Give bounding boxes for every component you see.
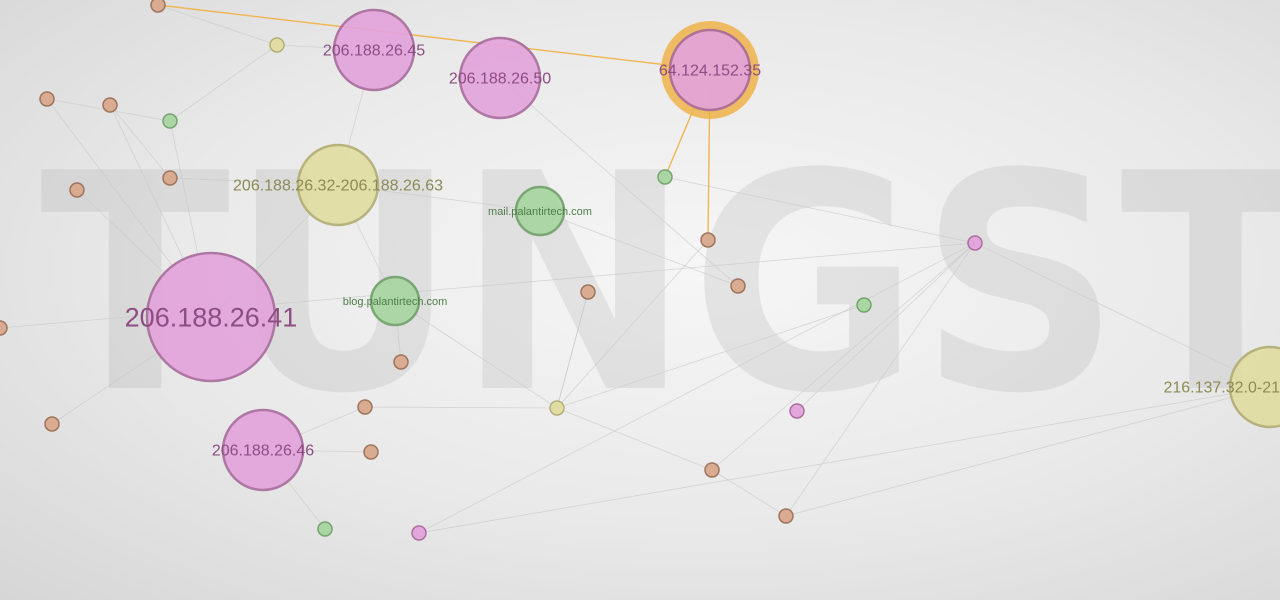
graph-node-small[interactable] — [357, 399, 373, 415]
graph-edge — [556, 407, 713, 471]
node-label: 216.137.32.0-21 — [1163, 380, 1280, 397]
graph-edge — [169, 44, 278, 122]
node-circle[interactable] — [730, 278, 746, 294]
node-circle[interactable] — [549, 400, 565, 416]
graph-node-small[interactable] — [0, 320, 8, 336]
node-circle[interactable] — [332, 8, 416, 92]
node-circle[interactable] — [393, 354, 409, 370]
node-circle[interactable] — [162, 170, 178, 186]
graph-node[interactable]: blog.palantirtech.com — [343, 275, 448, 327]
graph-node-small[interactable] — [967, 235, 983, 251]
graph-node-small[interactable] — [700, 232, 716, 248]
node-circle[interactable] — [317, 521, 333, 537]
graph-edge — [418, 242, 976, 534]
graph-node-small[interactable] — [162, 170, 178, 186]
graph-node-small[interactable] — [778, 508, 794, 524]
graph-node[interactable]: 64.124.152.35 — [659, 21, 761, 119]
graph-edge — [785, 242, 976, 517]
node-circle[interactable] — [150, 0, 166, 13]
graph-node-small[interactable] — [69, 182, 85, 198]
node-circle[interactable] — [789, 403, 805, 419]
node-circle[interactable] — [296, 143, 380, 227]
graph-node[interactable]: 206.188.26.41 — [125, 251, 298, 383]
node-circle[interactable] — [363, 444, 379, 460]
graph-edge — [796, 242, 976, 412]
node-label: mail.palantirtech.com — [488, 206, 592, 218]
graph-node-small[interactable] — [704, 462, 720, 478]
node-label: 206.188.26.45 — [323, 43, 425, 60]
graph-node-small[interactable] — [730, 278, 746, 294]
node-circle[interactable] — [145, 251, 277, 383]
node-circle[interactable] — [69, 182, 85, 198]
nodes-layer: 206.188.26.45 206.188.26.50 64.124.152.35 2… — [0, 0, 1280, 541]
node-circle[interactable] — [668, 28, 752, 112]
node-circle[interactable] — [221, 408, 305, 492]
graph-node-small[interactable] — [856, 297, 872, 313]
graph-edge — [157, 4, 711, 71]
graph-node-small[interactable] — [269, 37, 285, 53]
node-circle[interactable] — [856, 297, 872, 313]
graph-node-small[interactable] — [317, 521, 333, 537]
graph-node-small[interactable] — [657, 169, 673, 185]
graph-node[interactable]: 206.188.26.45 — [323, 8, 425, 92]
graph-edge — [711, 469, 787, 517]
graph-node[interactable]: 206.188.26.50 — [449, 36, 551, 120]
graph-edge — [974, 242, 1271, 388]
node-circle[interactable] — [1228, 345, 1280, 429]
graph-edge — [664, 176, 976, 244]
node-circle[interactable] — [39, 91, 55, 107]
node-circle[interactable] — [514, 185, 566, 237]
node-circle[interactable] — [700, 232, 716, 248]
graph-node[interactable]: 206.188.26.32-206.188.26.63 — [233, 143, 443, 227]
node-circle[interactable] — [458, 36, 542, 120]
graph-node-small[interactable] — [150, 0, 166, 13]
node-circle[interactable] — [357, 399, 373, 415]
graph-edge — [556, 304, 865, 409]
node-label: blog.palantirtech.com — [343, 296, 448, 308]
graph-edge — [418, 386, 1271, 534]
node-circle[interactable] — [0, 320, 8, 336]
graph-edge — [109, 104, 171, 179]
node-circle[interactable] — [102, 97, 118, 113]
node-circle[interactable] — [162, 113, 178, 129]
graph-edge — [556, 239, 709, 409]
node-circle[interactable] — [580, 284, 596, 300]
graph-node[interactable]: 216.137.32.0-21 — [1163, 345, 1280, 429]
graph-edge — [499, 77, 739, 287]
graph-edge — [157, 4, 278, 46]
graph-node[interactable]: 206.188.26.46 — [212, 408, 314, 492]
graph-edge — [711, 242, 976, 471]
graph-node-small[interactable] — [580, 284, 596, 300]
graph-edge — [539, 210, 739, 287]
graph-node[interactable]: mail.palantirtech.com — [488, 185, 592, 237]
node-circle[interactable] — [967, 235, 983, 251]
graph-edge — [394, 300, 558, 409]
graph-node-small[interactable] — [549, 400, 565, 416]
node-circle[interactable] — [657, 169, 673, 185]
node-label: 206.188.26.32-206.188.26.63 — [233, 178, 443, 195]
node-label: 206.188.26.46 — [212, 443, 314, 460]
graph-node-small[interactable] — [162, 113, 178, 129]
graph-node-small[interactable] — [363, 444, 379, 460]
node-circle[interactable] — [704, 462, 720, 478]
node-label: 206.188.26.41 — [125, 302, 298, 332]
node-circle[interactable] — [44, 416, 60, 432]
graph-edge — [556, 291, 589, 409]
node-circle[interactable] — [778, 508, 794, 524]
node-label: 64.124.152.35 — [659, 63, 761, 80]
graph-node-small[interactable] — [393, 354, 409, 370]
node-circle[interactable] — [411, 525, 427, 541]
graph-node-small[interactable] — [44, 416, 60, 432]
graph-node-small[interactable] — [411, 525, 427, 541]
graph-node-small[interactable] — [789, 403, 805, 419]
graph-edge — [364, 406, 558, 409]
node-circle[interactable] — [269, 37, 285, 53]
node-circle[interactable] — [369, 275, 421, 327]
graph-node-small[interactable] — [102, 97, 118, 113]
node-label: 206.188.26.50 — [449, 71, 551, 88]
graph-edge — [785, 386, 1271, 517]
graph-node-small[interactable] — [39, 91, 55, 107]
